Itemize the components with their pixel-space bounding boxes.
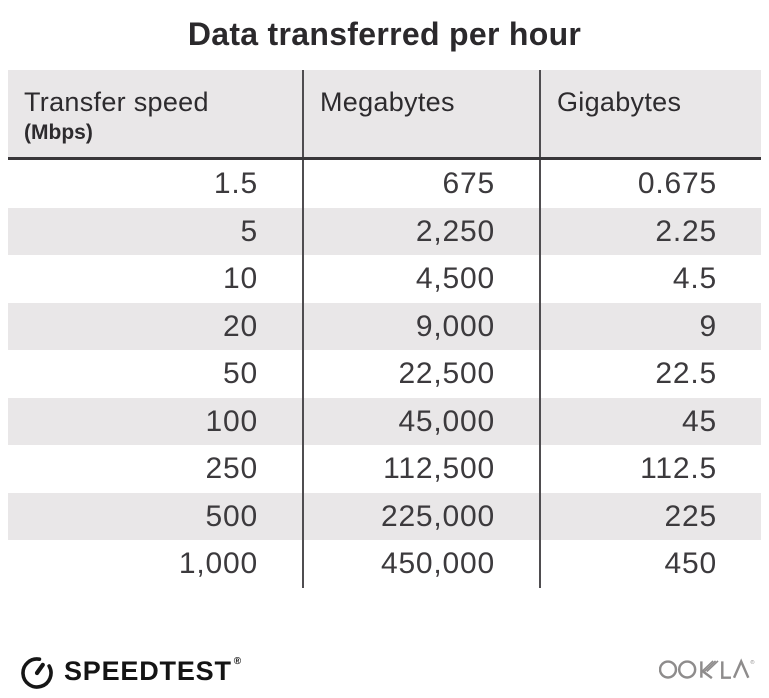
speedtest-wordmark: SPEEDTEST — [64, 655, 232, 686]
header-gigabytes-label: Gigabytes — [557, 87, 682, 117]
table-row: 1.5 675 0.675 — [8, 160, 761, 208]
header-transfer-speed: Transfer speed (Mbps) — [8, 70, 302, 157]
table-body: 1.5 675 0.675 5 2,250 2.25 10 4,500 4.5 … — [8, 160, 761, 588]
speedtest-trademark: ® — [233, 655, 242, 667]
table-row: 100 45,000 45 — [8, 397, 761, 445]
table-cell: 9,000 — [302, 302, 539, 350]
table-cell: 450 — [539, 540, 761, 588]
table-cell: 100 — [205, 404, 258, 438]
table-cell: 5 — [240, 214, 258, 248]
table-cell: 675 — [302, 160, 539, 208]
ookla-logo: OOKLA ® — [658, 652, 757, 688]
table-cell: 22.5 — [539, 350, 761, 398]
table-cell: 250 — [205, 452, 258, 485]
header-megabytes: Megabytes — [302, 70, 539, 157]
table-cell: 4.5 — [539, 255, 761, 303]
table-row: 250 112,500 112.5 — [8, 445, 761, 493]
table-cell: 20 — [223, 309, 258, 343]
table-cell: 9 — [539, 302, 761, 350]
table-cell: 4,500 — [302, 255, 539, 303]
table-row: 500 225,000 225 — [8, 492, 761, 540]
table-cell: 2,250 — [302, 207, 539, 255]
ookla-wordmark-icon: ® — [658, 658, 755, 680]
table-cell: 1.5 — [213, 167, 258, 200]
table-cell: 2.25 — [539, 207, 761, 255]
table-cell: 50 — [223, 357, 258, 390]
table-cell: 22,500 — [302, 350, 539, 398]
table-cell: 45,000 — [302, 397, 539, 445]
table-cell: 45 — [539, 397, 761, 445]
table-cell: 112,500 — [302, 445, 539, 493]
table-row: 5 2,250 2.25 — [8, 207, 761, 255]
table-header-row: Transfer speed (Mbps) Megabytes Gigabyte… — [8, 70, 761, 160]
table-cell: 450,000 — [302, 540, 539, 588]
table-row: 1,000 450,000 450 — [8, 540, 761, 588]
table-cell: 0.675 — [539, 160, 761, 208]
header-mbps-label: (Mbps) — [24, 121, 93, 144]
table-cell: 112.5 — [539, 445, 761, 493]
header-gigabytes: Gigabytes — [539, 70, 761, 157]
data-table: Transfer speed (Mbps) Megabytes Gigabyte… — [8, 70, 761, 588]
speedtest-logo: SPEEDTEST ® — [18, 652, 241, 690]
table-cell: 10 — [223, 262, 258, 295]
header-transfer-speed-label: Transfer speed — [24, 87, 209, 117]
table-row: 50 22,500 22.5 — [8, 350, 761, 398]
table-row: 20 9,000 9 — [8, 302, 761, 350]
header-megabytes-label: Megabytes — [320, 87, 455, 117]
table-row: 10 4,500 4.5 — [8, 255, 761, 303]
table-cell: 225 — [539, 492, 761, 540]
table-cell: 1,000 — [178, 547, 258, 580]
table-cell: 225,000 — [302, 492, 539, 540]
ookla-trademark: ® — [750, 659, 755, 666]
table-cell: 500 — [205, 499, 258, 533]
speedtest-gauge-icon — [21, 657, 53, 689]
page-title: Data transferred per hour — [187, 16, 582, 52]
